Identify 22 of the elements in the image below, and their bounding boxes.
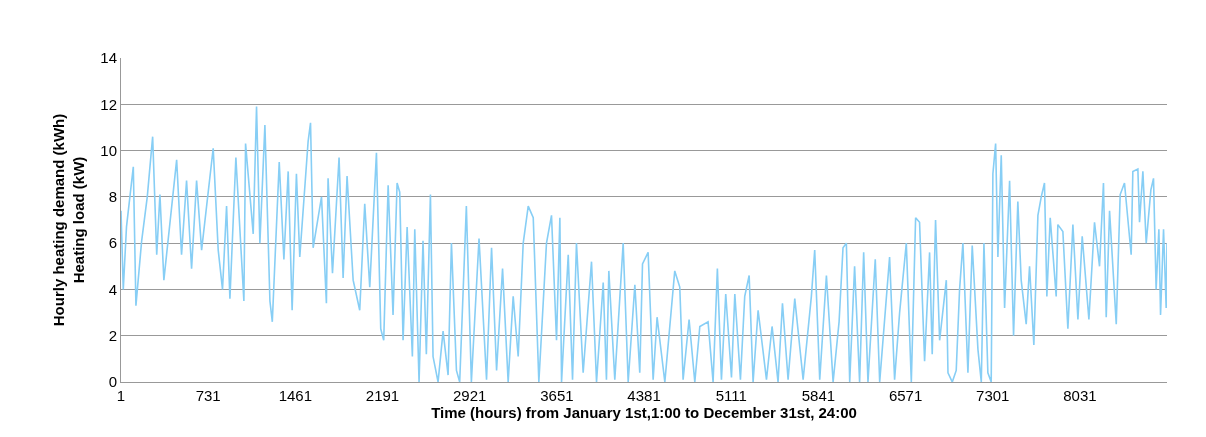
x-tick-label: 731 <box>195 387 221 404</box>
x-tick-label: 2921 <box>453 387 487 404</box>
x-axis-title: Time (hours) from January 1st,1:00 to December 31st, 24:00 <box>431 404 857 421</box>
x-tick-label: 1461 <box>278 387 313 404</box>
x-tick-label: 5841 <box>801 387 836 404</box>
y-axis-title: Hourly heating demand (kWh) Heating load (kW) <box>50 113 87 327</box>
y-tick-label: 12 <box>100 95 117 113</box>
x-tick-label: 7301 <box>976 387 1010 404</box>
y-tick-label: 2 <box>108 326 117 344</box>
y-tick-label: 0 <box>108 373 117 391</box>
y-tick-label: 8 <box>108 188 117 206</box>
y-tick-label: 10 <box>100 141 117 159</box>
y-tick-label: 14 <box>100 49 117 67</box>
x-tick-label: 5111 <box>715 387 747 404</box>
y-tick-label: 4 <box>108 280 117 298</box>
y-tick-label: 6 <box>108 234 117 252</box>
x-tick-label: 3651 <box>540 387 574 404</box>
x-tick-label: 8031 <box>1063 387 1097 404</box>
x-tick-label: 2191 <box>365 387 400 404</box>
x-tick-label: 1 <box>116 387 126 404</box>
x-tick-label: 6571 <box>888 387 923 404</box>
x-tick-label: 4381 <box>627 387 661 404</box>
